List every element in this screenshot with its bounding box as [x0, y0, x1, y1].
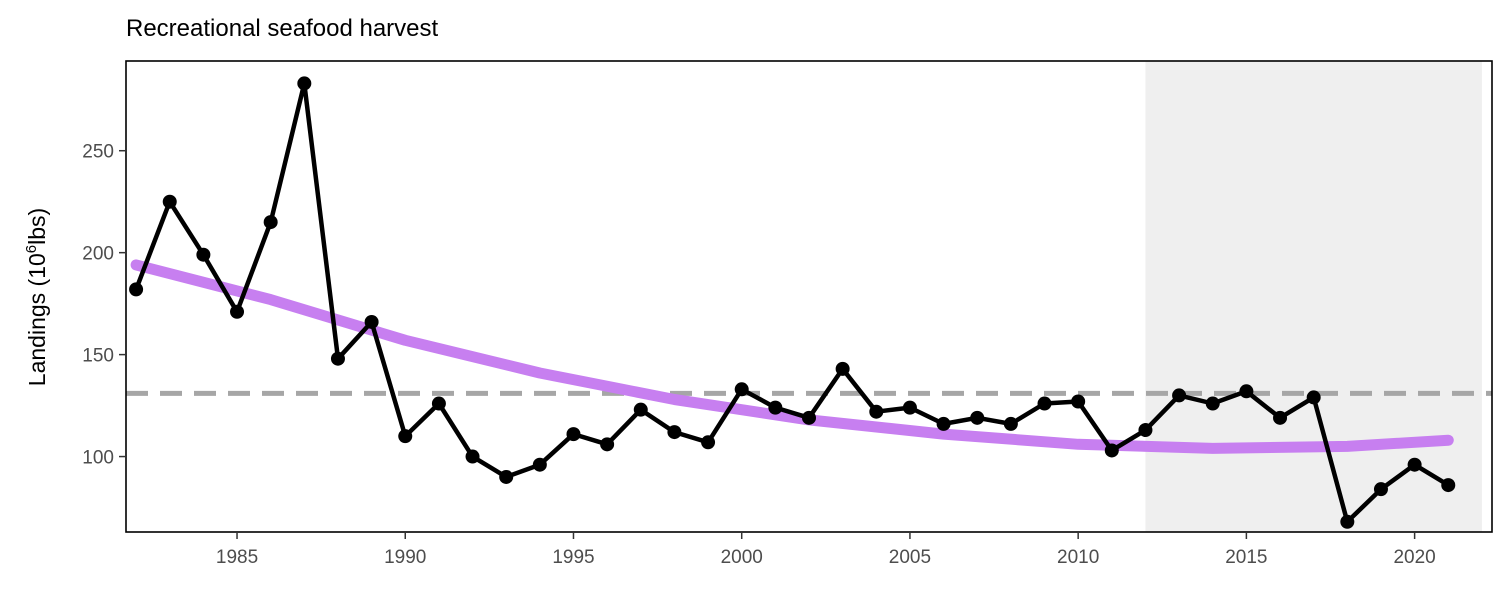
data-point — [398, 429, 412, 443]
data-point — [1138, 423, 1152, 437]
data-point — [264, 215, 278, 229]
y-tick-label: 250 — [82, 142, 114, 163]
data-point — [768, 401, 782, 415]
data-point — [1374, 482, 1388, 496]
data-point — [701, 435, 715, 449]
data-point — [667, 425, 681, 439]
data-point — [1441, 478, 1455, 492]
data-point — [1239, 384, 1253, 398]
x-tick-label: 1985 — [216, 547, 258, 568]
y-axis-title-superscript: 6 — [23, 245, 40, 253]
data-point — [1307, 390, 1321, 404]
data-point — [937, 417, 951, 431]
data-point — [1206, 397, 1220, 411]
data-point — [869, 405, 883, 419]
x-tick-label: 2005 — [889, 547, 931, 568]
data-point — [1004, 417, 1018, 431]
y-tick-label: 200 — [82, 244, 114, 265]
data-point — [735, 382, 749, 396]
data-point — [331, 352, 345, 366]
data-point — [634, 403, 648, 417]
data-point — [1071, 395, 1085, 409]
data-point — [1105, 443, 1119, 457]
data-point — [1273, 411, 1287, 425]
data-point — [533, 458, 547, 472]
data-point — [600, 437, 614, 451]
data-point — [566, 427, 580, 441]
data-point — [802, 411, 816, 425]
x-tick-label: 2010 — [1057, 547, 1099, 568]
plot-area: 1985 1990 1995 2000 2005 2010 2015 2020 100 150 20… — [82, 61, 1492, 568]
data-point — [466, 450, 480, 464]
data-point — [1340, 515, 1354, 529]
data-point — [365, 315, 379, 329]
x-tick-label: 2020 — [1393, 547, 1435, 568]
data-point — [499, 470, 513, 484]
y-axis-title: Landings (106lbs) — [23, 208, 50, 386]
data-point — [1038, 397, 1052, 411]
line-chart: Recreational seafood harvest 1985 1990 199… — [0, 0, 1512, 604]
data-point — [836, 362, 850, 376]
data-point — [432, 397, 446, 411]
x-tick-label: 1995 — [552, 547, 594, 568]
data-point — [903, 401, 917, 415]
data-point — [1172, 388, 1186, 402]
data-point — [163, 195, 177, 209]
chart-title: Recreational seafood harvest — [126, 15, 439, 42]
x-tick-label: 2000 — [721, 547, 763, 568]
data-point — [297, 76, 311, 90]
data-point — [970, 411, 984, 425]
y-axis-title-prefix: Landings (10 — [24, 253, 50, 386]
data-point — [230, 305, 244, 319]
y-axis-title-suffix: lbs) — [24, 208, 50, 245]
data-point — [1408, 458, 1422, 472]
shaded-region — [1145, 61, 1481, 532]
x-tick-label: 1990 — [384, 547, 426, 568]
y-tick-label: 100 — [82, 448, 114, 469]
y-tick-label: 150 — [82, 346, 114, 367]
data-point — [196, 248, 210, 262]
data-point — [129, 282, 143, 296]
x-tick-label: 2015 — [1225, 547, 1267, 568]
